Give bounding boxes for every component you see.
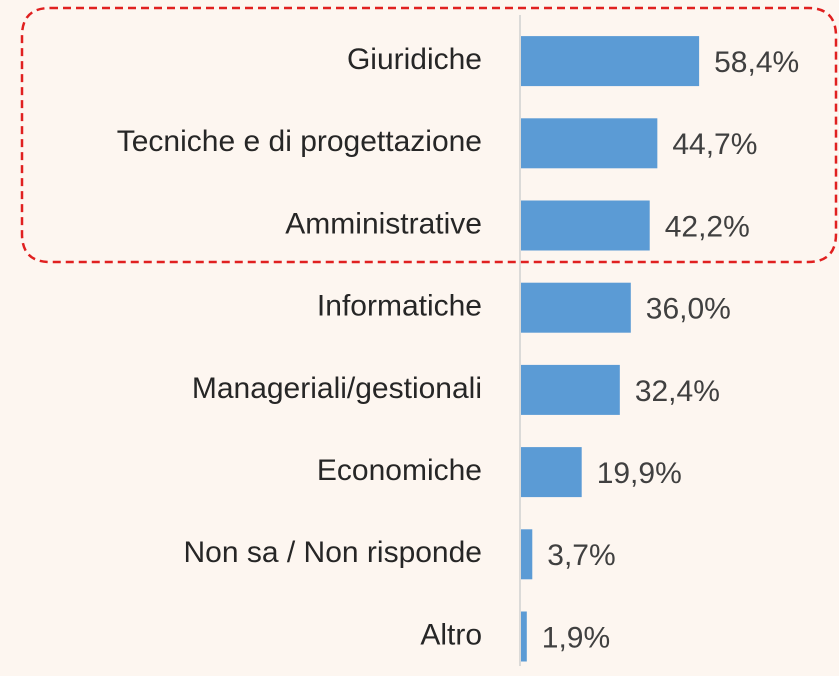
category-label: Giuridiche: [347, 43, 482, 76]
value-label: 1,9%: [542, 621, 610, 654]
bar: [521, 529, 533, 580]
bar: [521, 118, 658, 169]
category-label: Amministrative: [285, 207, 482, 240]
value-label: 3,7%: [547, 539, 615, 572]
value-label: 58,4%: [714, 46, 799, 79]
bar: [521, 611, 527, 662]
bar: [521, 282, 631, 333]
value-label: 36,0%: [646, 293, 731, 326]
category-label: Non sa / Non risponde: [183, 536, 482, 569]
category-label: Tecniche e di progettazione: [117, 125, 482, 158]
category-label: Economiche: [317, 454, 482, 487]
bar: [521, 36, 700, 87]
highlight-box: [20, 6, 838, 264]
value-label: 44,7%: [672, 128, 757, 161]
bar: [521, 447, 582, 498]
value-label: 42,2%: [665, 210, 750, 243]
value-label: 32,4%: [635, 375, 720, 408]
bar: [521, 200, 650, 251]
category-label: Informatiche: [317, 290, 482, 323]
category-label: Manageriali/gestionali: [192, 372, 482, 405]
value-label: 19,9%: [597, 457, 682, 490]
category-label: Altro: [420, 618, 482, 651]
bar: [521, 364, 620, 415]
